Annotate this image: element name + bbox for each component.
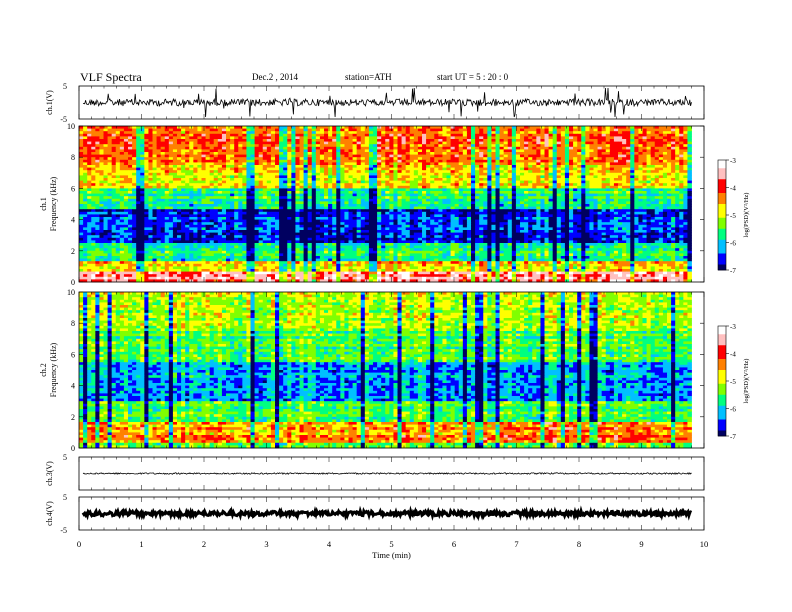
y-axis-label: ch.1 (39, 197, 48, 211)
x-tick-label: 3 (264, 539, 268, 549)
y-tick-label: 5 (63, 82, 67, 91)
y-axis-label: ch.2 (39, 363, 48, 377)
y-tick-label: 0 (71, 444, 75, 453)
colorbar-label: log(PSD)(V²/Hz) (743, 359, 750, 404)
x-tick-label: 0 (77, 539, 81, 549)
colorbar-2: -3 -4 -5 -6 -7 log(PSD)(V²/Hz) (717, 323, 750, 441)
x-tick-label: 6 (452, 539, 456, 549)
x-axis-label: Time (min) (372, 550, 411, 560)
x-tick-label: 7 (514, 539, 518, 549)
y-tick-label: 2 (71, 247, 75, 256)
chart-title: VLF Spectra (80, 70, 142, 84)
colorbar-tick-label: -4 (730, 351, 736, 359)
y-axis-label: ch.3(V) (45, 461, 54, 486)
y-tick-label: 4 (71, 216, 75, 225)
spectrogram-2 (79, 292, 692, 449)
colorbar-tick-label: -3 (730, 323, 736, 331)
date-label: Dec.2 , 2014 (252, 72, 298, 82)
start-time-label: start UT = 5 : 20 : 0 (437, 72, 509, 82)
x-tick-label: 10 (700, 539, 709, 549)
y-tick-label: 5 (63, 453, 67, 462)
colorbar-tick-label: -6 (730, 240, 736, 248)
y-tick-label: -5 (60, 115, 67, 124)
waveform-4 (81, 505, 693, 522)
y-axis-label: ch.1(V) (45, 90, 54, 115)
y-axis-label: ch.4(V) (45, 501, 54, 526)
y-tick-label: 6 (71, 350, 75, 359)
station-label: station=ATH (345, 72, 392, 82)
y-tick-label: 2 (71, 413, 75, 422)
y-tick-label: 10 (67, 122, 75, 131)
colorbar-tick-label: -3 (730, 157, 736, 165)
x-tick-label: 9 (639, 539, 643, 549)
x-tick-label: 4 (327, 539, 332, 549)
y-tick-label: 5 (63, 493, 67, 502)
y-tick-label: 10 (67, 288, 75, 297)
y-tick-label: 8 (71, 319, 75, 328)
colorbar-tick-label: -7 (730, 267, 736, 275)
y-axis-label: Frequency (kHz) (49, 176, 58, 231)
colorbar-tick-label: -5 (730, 212, 736, 220)
waveform-3 (82, 472, 692, 475)
x-tick-label: 2 (202, 539, 206, 549)
y-tick-label: 4 (71, 382, 75, 391)
waveform-0 (82, 87, 692, 118)
y-tick-label: 6 (71, 184, 75, 193)
y-tick-label: -5 (60, 526, 67, 535)
y-tick-label: 8 (71, 153, 75, 162)
y-tick-label: 0 (71, 278, 75, 287)
y-axis-label: Frequency (kHz) (49, 342, 58, 397)
colorbar-1: -3 -4 -5 -6 -7 log(PSD)(V²/Hz) (717, 157, 750, 275)
x-tick-label: 8 (577, 539, 581, 549)
x-tick-label: 1 (139, 539, 143, 549)
colorbar-tick-label: -5 (730, 378, 736, 386)
colorbar-tick-label: -7 (730, 433, 736, 441)
x-tick-label: 5 (389, 539, 393, 549)
spectrogram-1 (79, 126, 692, 283)
colorbar-label: log(PSD)(V²/Hz) (743, 193, 750, 238)
colorbar-tick-label: -6 (730, 406, 736, 414)
colorbar-tick-label: -4 (730, 185, 736, 193)
